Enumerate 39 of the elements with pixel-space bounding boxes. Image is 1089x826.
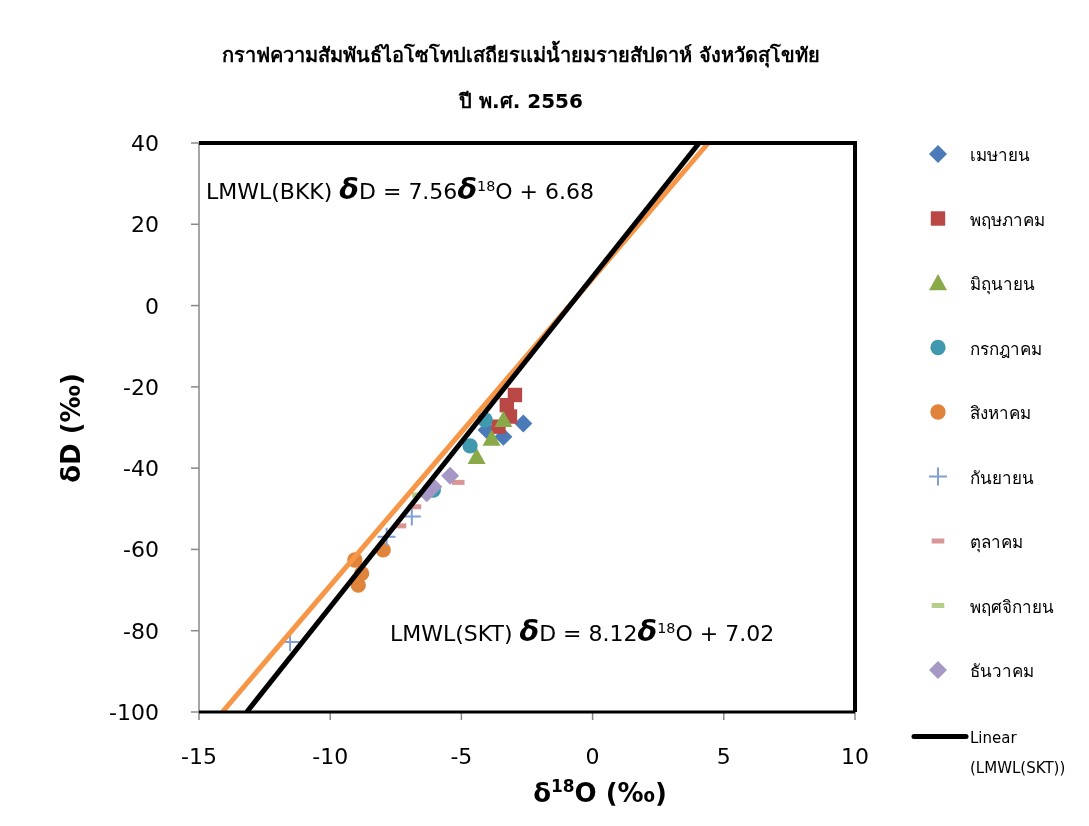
point (376, 526, 397, 547)
y-tick-label: -20 (123, 374, 159, 400)
legend-label: พฤษภาคม (970, 209, 1045, 230)
y-tick-label: 40 (131, 131, 159, 156)
x-tick-label: 5 (716, 744, 731, 769)
chart-title: กราฟความสัมพันธ์ไอโซโทปเสถียรแม่น้ำยมรายสัปดาห์ จังหวัดสุโขทัย (222, 40, 820, 68)
legend-label: สิงหาคม (970, 403, 1031, 423)
x-tick-label: 10 (841, 744, 869, 769)
x-axis-title: δ$^{18}$O (‰) (533, 776, 667, 808)
point (350, 577, 366, 593)
y-tick-label: -60 (123, 537, 159, 563)
annotation: LMWL(BKK) δD = 7.56δ$^{18}$O + 6.68 (206, 172, 594, 206)
x-tick-label: -10 (312, 744, 349, 769)
point (499, 397, 514, 413)
y-tick-label: -80 (123, 618, 159, 644)
annotation: LMWL(SKT) δD = 8.12δ$^{18}$O + 7.02 (390, 614, 775, 648)
legend-label: มิถุนายน (970, 274, 1035, 295)
legend-label: กันยายน (970, 467, 1034, 488)
x-tick-label: -15 (181, 744, 217, 769)
legend-label: พฤศจิกายน (970, 596, 1054, 617)
y-tick-label: 20 (131, 212, 159, 238)
point (514, 414, 533, 433)
x-tick-label: 0 (585, 744, 600, 769)
point (462, 438, 478, 454)
point (482, 429, 501, 446)
legend-label: ตุลาคม (970, 532, 1023, 553)
x-tick-label: -5 (450, 744, 473, 769)
point (467, 447, 486, 464)
y-axis-title: δD (‰) (56, 373, 86, 483)
legend-label: เมษายน (970, 145, 1030, 165)
legend-label: Linear (LMWL(SKT)) (970, 728, 1066, 777)
y-tick-label: -40 (123, 456, 159, 482)
legend-label: กรกฎาคม (970, 338, 1042, 359)
y-tick-label: -100 (109, 700, 159, 725)
legend-label: ธันวาคม (970, 661, 1034, 681)
point (494, 410, 513, 427)
y-tick-label: 0 (145, 293, 159, 319)
chart-subtitle: ปี พ.ศ. 2556 (458, 89, 583, 113)
point (441, 466, 460, 485)
